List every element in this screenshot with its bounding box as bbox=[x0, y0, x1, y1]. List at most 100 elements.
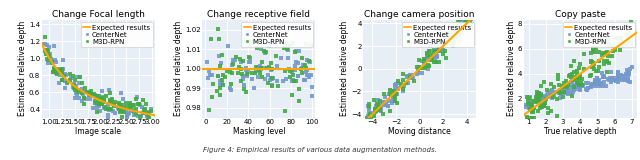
Point bbox=[53, 82, 63, 85]
Point bbox=[135, 104, 145, 106]
Point bbox=[56, 72, 67, 75]
Point bbox=[383, 93, 394, 96]
Point bbox=[263, 73, 273, 76]
Point bbox=[598, 75, 609, 78]
Point bbox=[591, 85, 602, 87]
Point bbox=[465, 21, 475, 24]
Point bbox=[449, 34, 460, 37]
Point bbox=[389, 94, 399, 96]
Point bbox=[622, 34, 632, 36]
Point bbox=[456, 24, 467, 27]
Point bbox=[114, 103, 124, 105]
Title: Change Focal length: Change Focal length bbox=[52, 10, 145, 19]
Point bbox=[45, 56, 55, 59]
Point bbox=[60, 75, 70, 78]
Point bbox=[115, 105, 125, 108]
Point bbox=[97, 96, 108, 99]
Point bbox=[538, 94, 548, 97]
Point bbox=[592, 77, 602, 80]
Point bbox=[562, 86, 572, 88]
X-axis label: Image scale: Image scale bbox=[75, 127, 121, 136]
Point bbox=[300, 64, 310, 67]
Point bbox=[72, 76, 83, 79]
Point bbox=[40, 36, 50, 38]
Point bbox=[134, 103, 144, 106]
Point bbox=[429, 50, 439, 52]
Point bbox=[389, 90, 399, 92]
X-axis label: True relative depth: True relative depth bbox=[544, 127, 616, 136]
Point bbox=[103, 114, 113, 117]
Point bbox=[379, 101, 389, 103]
Point bbox=[573, 84, 583, 86]
Point bbox=[369, 115, 379, 118]
Point bbox=[281, 78, 291, 80]
Point bbox=[567, 95, 577, 98]
Point bbox=[44, 46, 54, 48]
Point bbox=[580, 81, 591, 84]
Point bbox=[524, 104, 534, 107]
Point bbox=[570, 86, 580, 88]
Point bbox=[593, 80, 603, 83]
Point bbox=[84, 94, 94, 96]
Point bbox=[289, 80, 300, 82]
Point bbox=[586, 60, 596, 62]
Point bbox=[598, 42, 609, 44]
Point bbox=[444, 43, 454, 45]
Point bbox=[535, 94, 545, 96]
Point bbox=[282, 48, 292, 51]
Point bbox=[278, 47, 289, 49]
Point bbox=[248, 32, 259, 34]
Point bbox=[77, 88, 87, 90]
Point bbox=[602, 70, 612, 73]
Point bbox=[250, 71, 260, 74]
Point bbox=[610, 79, 620, 82]
Point bbox=[528, 100, 538, 102]
Y-axis label: Estimated relative depth: Estimated relative depth bbox=[18, 21, 27, 116]
Point bbox=[575, 77, 585, 80]
Point bbox=[104, 109, 114, 111]
Point bbox=[423, 55, 433, 57]
Point bbox=[122, 115, 132, 117]
Point bbox=[307, 85, 317, 88]
Point bbox=[215, 84, 225, 86]
Point bbox=[534, 99, 545, 102]
Point bbox=[429, 49, 439, 51]
Legend: Expected results, CenterNet, M3D-RPN: Expected results, CenterNet, M3D-RPN bbox=[241, 22, 314, 47]
Point bbox=[457, 31, 467, 33]
Point bbox=[429, 43, 439, 45]
Point bbox=[554, 90, 564, 92]
Point bbox=[56, 68, 67, 71]
Point bbox=[42, 52, 52, 54]
Point bbox=[591, 83, 601, 86]
Point bbox=[385, 109, 396, 112]
Point bbox=[282, 48, 292, 51]
Point bbox=[61, 82, 72, 84]
Point bbox=[553, 74, 563, 77]
Point bbox=[454, 25, 464, 27]
Point bbox=[442, 43, 452, 45]
Point bbox=[390, 84, 400, 86]
Point bbox=[435, 42, 445, 44]
Point bbox=[414, 59, 424, 61]
Point bbox=[427, 57, 437, 60]
Point bbox=[241, 67, 252, 70]
Point bbox=[127, 107, 137, 110]
Point bbox=[73, 89, 83, 91]
Point bbox=[612, 75, 623, 78]
Point bbox=[454, 29, 465, 32]
Point bbox=[465, 23, 476, 25]
Point bbox=[593, 83, 604, 85]
Point bbox=[612, 36, 622, 39]
Point bbox=[621, 72, 631, 75]
Point bbox=[460, 21, 470, 24]
Point bbox=[543, 107, 554, 110]
Point bbox=[424, 64, 435, 67]
Point bbox=[375, 106, 385, 108]
Point bbox=[532, 96, 542, 99]
Point bbox=[575, 88, 585, 91]
Point bbox=[364, 105, 374, 108]
Point bbox=[562, 92, 572, 95]
Point bbox=[58, 74, 68, 76]
Point bbox=[540, 102, 550, 105]
Point bbox=[533, 97, 543, 99]
